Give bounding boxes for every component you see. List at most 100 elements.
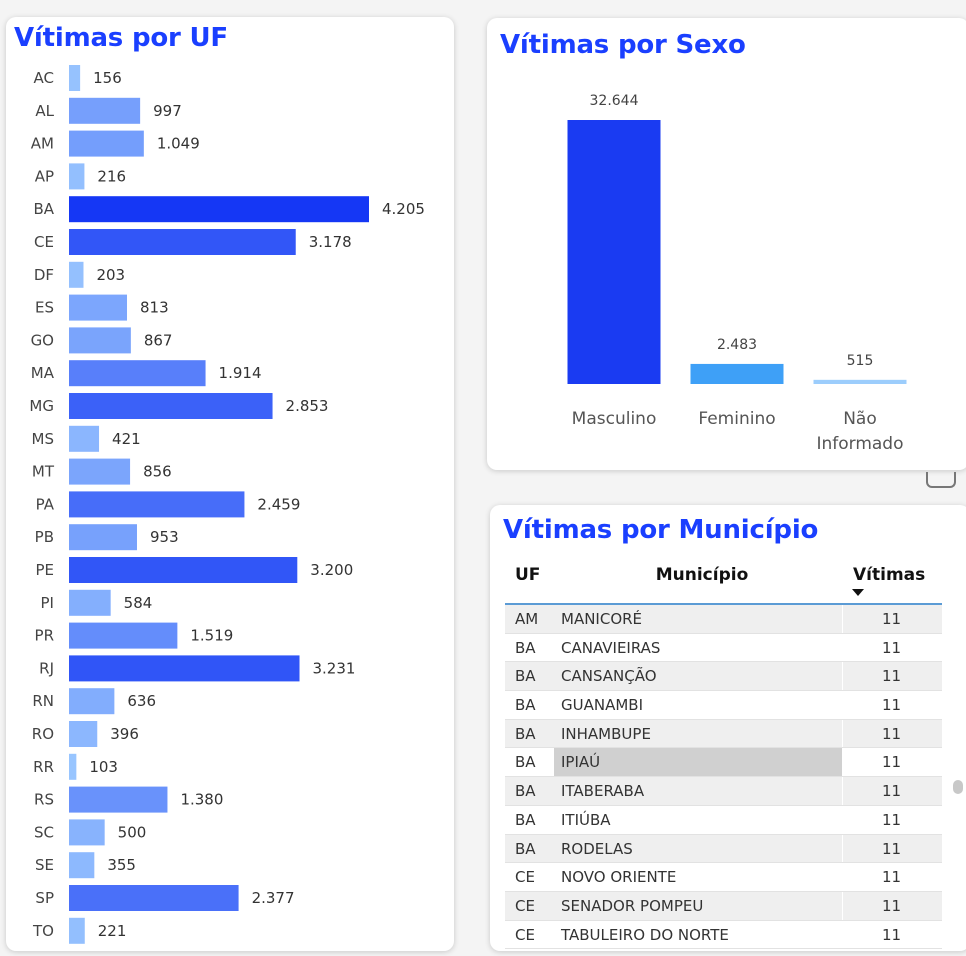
- uf-bar[interactable]: [69, 557, 298, 583]
- uf-value-label: 813: [140, 299, 169, 317]
- uf-value-label: 1.519: [190, 627, 233, 645]
- uf-value-label: 500: [118, 823, 147, 841]
- table-row[interactable]: BA GUANAMBI 11: [505, 691, 942, 720]
- uf-value-label: 856: [143, 463, 172, 481]
- uf-category-label: RS: [34, 791, 54, 809]
- uf-value-label: 2.459: [257, 495, 300, 513]
- sexo-chart-title: Vítimas por Sexo: [500, 30, 746, 60]
- uf-bar[interactable]: [69, 688, 115, 715]
- uf-bar[interactable]: [69, 163, 85, 190]
- table-row[interactable]: CE SENADOR POMPEU 11: [505, 891, 942, 921]
- sexo-chart-panel: Vítimas por Sexo 32.644 Masculino 2.483 Fem…: [487, 18, 966, 470]
- uf-category-label: MT: [32, 463, 55, 481]
- uf-bar[interactable]: [69, 294, 128, 321]
- uf-category-label: TO: [32, 922, 54, 940]
- table-row[interactable]: CE TABULEIRO DO NORTE 11: [505, 920, 942, 950]
- uf-bar[interactable]: [69, 753, 77, 780]
- uf-bar[interactable]: [69, 393, 273, 419]
- uf-category-label: AC: [34, 69, 54, 87]
- uf-bar[interactable]: [69, 327, 131, 354]
- uf-bar[interactable]: [69, 852, 95, 879]
- uf-value-label: 3.231: [313, 659, 356, 677]
- uf-bar[interactable]: [69, 589, 111, 616]
- table-row[interactable]: BA CANAVIEIRAS 11: [505, 633, 942, 663]
- table-row[interactable]: BA INHAMBUPE 11: [505, 719, 942, 749]
- uf-bar[interactable]: [69, 917, 85, 944]
- cell-uf: BA: [515, 810, 536, 829]
- table-row[interactable]: CE NOVO ORIENTE 11: [505, 863, 942, 892]
- uf-bar[interactable]: [69, 261, 84, 288]
- column-separator: [842, 777, 843, 805]
- uf-value-label: 867: [144, 331, 173, 349]
- table-scrollbar[interactable]: [953, 780, 963, 794]
- cell-uf: CE: [515, 896, 535, 915]
- sexo-value-label: 515: [847, 353, 874, 369]
- uf-bar[interactable]: [69, 196, 369, 223]
- uf-bar[interactable]: [69, 458, 131, 485]
- cell-vitimas: 11: [882, 925, 902, 944]
- uf-category-label: MG: [29, 397, 54, 415]
- uf-bar[interactable]: [69, 360, 206, 387]
- uf-value-label: 216: [97, 167, 126, 185]
- column-header-municipio[interactable]: Município: [655, 565, 749, 585]
- table-row[interactable]: BA ITIÚBA 11: [505, 805, 942, 835]
- uf-bar[interactable]: [69, 425, 100, 452]
- uf-bar[interactable]: [69, 524, 137, 551]
- uf-value-label: 103: [89, 758, 118, 776]
- cell-municipio: CANAVIEIRAS: [561, 638, 661, 657]
- uf-category-label: DF: [34, 266, 54, 284]
- uf-bar[interactable]: [69, 229, 296, 255]
- cell-uf: BA: [515, 839, 536, 858]
- uf-bar[interactable]: [69, 819, 105, 846]
- uf-category-label: PI: [41, 594, 54, 612]
- uf-bar[interactable]: [69, 97, 141, 124]
- sexo-bar[interactable]: [567, 120, 661, 384]
- table-row[interactable]: BA RODELAS 11: [505, 834, 942, 864]
- uf-bar[interactable]: [69, 885, 239, 911]
- uf-bar[interactable]: [69, 786, 168, 813]
- cell-vitimas: 11: [882, 638, 902, 657]
- uf-category-label: BA: [33, 200, 54, 218]
- uf-category-label: SP: [35, 889, 54, 907]
- table-row[interactable]: BA IPIAÚ 11: [505, 748, 942, 778]
- table-row[interactable]: BA ITABERABA 11: [505, 777, 942, 806]
- column-header-vitimas[interactable]: Vítimas: [853, 565, 926, 585]
- sexo-bar[interactable]: [690, 363, 784, 384]
- cell-vitimas: 11: [882, 753, 902, 772]
- cell-vitimas: 11: [882, 868, 902, 887]
- column-separator: [842, 891, 843, 920]
- uf-bar[interactable]: [69, 491, 245, 518]
- uf-category-label: AL: [35, 102, 54, 120]
- uf-category-label: RR: [33, 758, 54, 776]
- uf-bar[interactable]: [69, 655, 300, 682]
- uf-bar[interactable]: [69, 65, 81, 91]
- column-separator: [842, 633, 843, 662]
- column-separator: [842, 748, 843, 777]
- uf-category-label: PA: [36, 495, 55, 513]
- uf-bar[interactable]: [69, 721, 98, 747]
- uf-category-label: PE: [35, 561, 54, 579]
- uf-bar[interactable]: [69, 622, 178, 649]
- uf-category-label: RJ: [39, 659, 54, 677]
- municipio-table-title: Vítimas por Município: [503, 515, 819, 545]
- table-row[interactable]: AM MANICORÉ 11: [505, 605, 942, 634]
- uf-chart-title: Vítimas por UF: [14, 23, 228, 53]
- cell-municipio: IPIAÚ: [561, 753, 601, 772]
- sexo-category-label: Feminino: [698, 409, 775, 429]
- sort-descending-icon[interactable]: [852, 589, 864, 596]
- uf-category-label: AP: [35, 167, 54, 185]
- cell-vitimas: 11: [882, 667, 902, 686]
- uf-value-label: 1.049: [157, 135, 200, 153]
- sexo-bar[interactable]: [813, 379, 907, 384]
- cell-vitimas: 11: [882, 696, 902, 715]
- cell-municipio: INHAMBUPE: [561, 724, 651, 743]
- table-row[interactable]: BA CANSANÇÃO 11: [505, 662, 942, 692]
- column-header-uf[interactable]: UF: [515, 565, 541, 585]
- column-separator: [842, 834, 843, 863]
- visual-options-icon[interactable]: [926, 472, 956, 488]
- cell-uf: BA: [515, 667, 536, 686]
- uf-bar-chart: AC 156 AL 997 AM 1.049 AP 216 BA 4.205 CE 3.178 DF 20…: [29, 65, 425, 944]
- cell-uf: BA: [515, 638, 536, 657]
- cell-uf: BA: [515, 696, 536, 715]
- uf-bar[interactable]: [69, 130, 144, 157]
